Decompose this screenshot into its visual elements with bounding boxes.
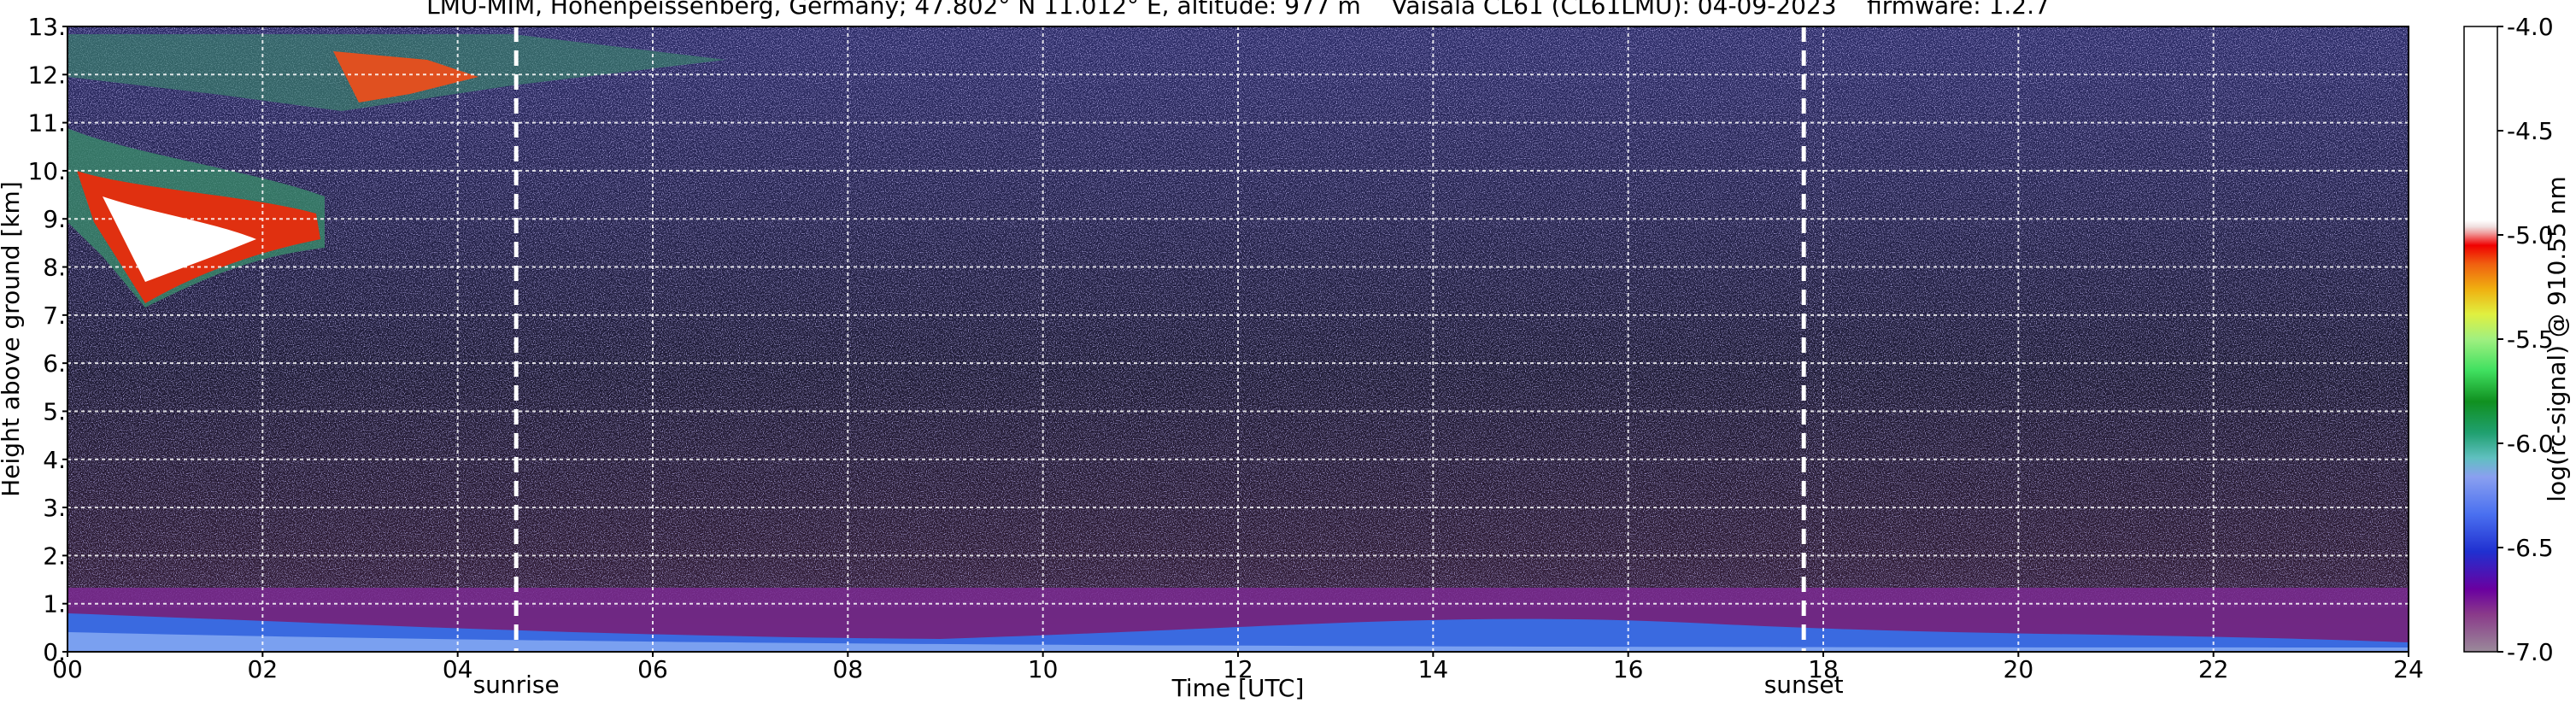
cloud-core bbox=[103, 196, 256, 282]
colorbar-tick-label: -4.0 bbox=[2507, 13, 2554, 41]
colorbar-label: log(rc-signal) @ 910.55 nm bbox=[2543, 176, 2571, 501]
axes bbox=[62, 26, 2409, 657]
y-tick-label: 7. bbox=[43, 302, 66, 330]
y-tick-label: 12. bbox=[27, 61, 66, 89]
x-tick-label: 00 bbox=[52, 655, 83, 683]
y-tick-label: 8. bbox=[43, 254, 66, 282]
x-axis-label: Time [UTC] bbox=[1171, 674, 1305, 702]
colorbar-tick-label: -4.5 bbox=[2507, 117, 2554, 145]
surface-layer bbox=[67, 632, 2409, 652]
y-tick-label: 2. bbox=[43, 542, 66, 570]
colorbar-tick-label: -7.0 bbox=[2507, 638, 2554, 666]
y-tick-label: 6. bbox=[43, 349, 66, 378]
plot-frame bbox=[67, 26, 2409, 653]
colorbar-tick-label: -6.0 bbox=[2507, 430, 2554, 458]
y-tick-label: 1. bbox=[43, 590, 66, 618]
annotation-label: sunrise bbox=[473, 671, 560, 699]
x-tick-label: 14 bbox=[1418, 655, 1449, 683]
x-tick-label: 06 bbox=[637, 655, 668, 683]
x-tick-label: 16 bbox=[1613, 655, 1644, 683]
colorbar bbox=[2463, 26, 2498, 653]
colorbar-tick-label: -5.0 bbox=[2507, 221, 2554, 249]
y-tick-label: 13. bbox=[27, 13, 66, 41]
cloud bbox=[333, 51, 478, 103]
annotation-label: sunset bbox=[1764, 671, 1844, 699]
x-tick-label: 10 bbox=[1028, 655, 1059, 683]
colorbar-tick-label: -5.5 bbox=[2507, 325, 2554, 354]
x-tick-label: 12 bbox=[1223, 655, 1253, 683]
y-axis-label: Height above ground [km] bbox=[0, 181, 25, 497]
y-tick-label: 10. bbox=[27, 157, 66, 185]
x-tick-label: 18 bbox=[1808, 655, 1839, 683]
y-tick-label: 3. bbox=[43, 494, 66, 522]
x-tick-label: 08 bbox=[833, 655, 864, 683]
x-tick-label: 02 bbox=[248, 655, 279, 683]
signal-field bbox=[67, 26, 2409, 652]
y-tick-label: 9. bbox=[43, 205, 66, 233]
x-tick-label: 24 bbox=[2393, 655, 2424, 683]
x-tick-label: 20 bbox=[2004, 655, 2034, 683]
colorbar-tick-label: -6.5 bbox=[2507, 534, 2554, 562]
y-tick-label: 11. bbox=[27, 109, 66, 138]
x-tick-label: 22 bbox=[2198, 655, 2229, 683]
chart-title: LMU-MIM, Hohenpeissenberg, Germany; 47.8… bbox=[426, 0, 2050, 20]
y-tick-label: 5. bbox=[43, 397, 66, 425]
y-tick-label: 4. bbox=[43, 446, 66, 474]
y-tick-label: 0. bbox=[43, 638, 66, 666]
x-tick-label: 04 bbox=[443, 655, 473, 683]
